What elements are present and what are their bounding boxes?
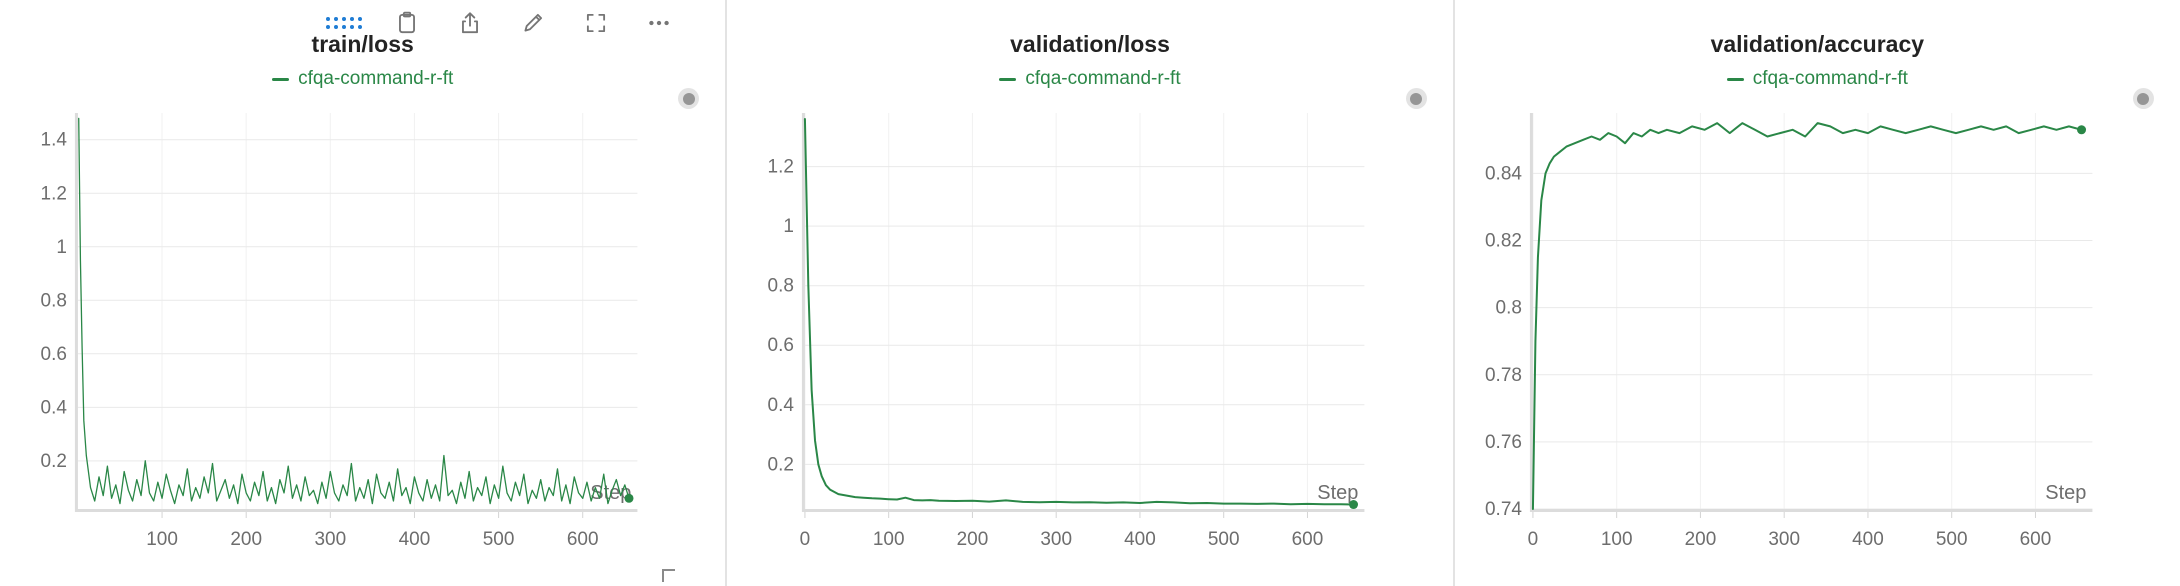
- validation-loss-chart[interactable]: 0.2 0.4 0.6 0.8 1 1.2 0 100 200 300 400 500 600 Step: [727, 97, 1452, 577]
- y-tick-label: 1.2: [768, 157, 794, 178]
- y-tick-label: 0.84: [1485, 163, 1522, 184]
- x-tick-label: 300: [1768, 529, 1800, 550]
- y-axis-line: [74, 113, 78, 509]
- y-axis-line: [802, 113, 806, 509]
- x-tick-label: 500: [483, 529, 515, 550]
- x-tick-label: 100: [873, 529, 905, 550]
- y-tick-label: 0.8: [41, 290, 67, 311]
- x-tick-label: 300: [314, 529, 346, 550]
- y-tick-label: 0.76: [1485, 432, 1522, 453]
- x-axis-line: [74, 509, 638, 512]
- legend-line-swatch: [999, 77, 1017, 81]
- y-tick-label: 1.2: [41, 183, 67, 204]
- x-tick-label: 200: [957, 529, 989, 550]
- run-marker-icon[interactable]: [2132, 88, 2154, 109]
- edit-pencil-icon[interactable]: [519, 10, 546, 37]
- train-loss-chart[interactable]: 0.2 0.4 0.6 0.8 1 1.2 1.4 100 200 300 400 500 600 Ste…: [0, 97, 725, 577]
- panel-train-loss: train/loss cfqa-command-r-ft 0.2 0.4 0.6 0.…: [0, 0, 726, 586]
- y-tick-label: 0.6: [768, 335, 794, 356]
- y-tick-label: 0.6: [41, 344, 67, 365]
- run-name-label[interactable]: cfqa-command-r-ft: [1025, 68, 1181, 89]
- validation-accuracy-chart[interactable]: 0.74 0.76 0.78 0.8 0.82 0.84 0 100 200 300 400 500 6…: [1455, 97, 2180, 577]
- y-tick-label: 0.8: [768, 276, 794, 297]
- y-tick-label: 1: [56, 237, 67, 258]
- x-tick-label: 500: [1936, 529, 1968, 550]
- x-tick-label: 400: [1124, 529, 1156, 550]
- x-tick-label: 600: [2019, 529, 2051, 550]
- x-tick-label: 100: [1601, 529, 1633, 550]
- y-tick-label: 1: [784, 216, 795, 237]
- x-tick-label: 200: [1684, 529, 1716, 550]
- chart-title: validation/accuracy: [1710, 31, 1925, 57]
- run-name-label[interactable]: cfqa-command-r-ft: [298, 68, 454, 89]
- x-tick-label: 100: [146, 529, 178, 550]
- y-tick-label: 0.4: [41, 397, 67, 418]
- x-axis-line: [1529, 509, 2093, 512]
- x-tick-label: 200: [230, 529, 262, 550]
- x-tick-label: 400: [399, 529, 431, 550]
- legend: cfqa-command-r-ft: [0, 67, 725, 91]
- x-axis-caption: Step: [1318, 482, 1359, 504]
- x-tick-label: 300: [1041, 529, 1073, 550]
- y-tick-label: 0.82: [1485, 231, 1522, 252]
- panel-resize-handle-icon[interactable]: [662, 569, 676, 582]
- more-options-icon[interactable]: [645, 10, 672, 37]
- legend-line-swatch: [272, 77, 290, 81]
- panel-toolbar: [325, 8, 672, 38]
- legend: cfqa-command-r-ft: [1455, 67, 2180, 91]
- run-marker-icon[interactable]: [678, 88, 700, 109]
- clipboard-icon[interactable]: [393, 10, 420, 37]
- chart-title: validation/loss: [1010, 31, 1170, 57]
- x-axis-caption: Step: [2045, 482, 2086, 504]
- y-tick-label: 0.8: [1495, 298, 1521, 319]
- legend-line-swatch: [1726, 77, 1744, 81]
- y-tick-label: 0.78: [1485, 365, 1522, 386]
- y-tick-label: 0.2: [41, 451, 67, 472]
- x-tick-label: 600: [567, 529, 599, 550]
- series-end-dot: [1349, 500, 1359, 510]
- run-name-label[interactable]: cfqa-command-r-ft: [1752, 68, 1908, 89]
- run-marker-icon[interactable]: [1405, 88, 1427, 109]
- x-axis-line: [802, 509, 1365, 512]
- y-axis-line: [1529, 113, 1533, 509]
- panel-validation-loss: validation/loss cfqa-command-r-ft 0.2 0.4…: [725, 0, 1455, 586]
- drag-grid-icon[interactable]: [325, 10, 362, 37]
- x-tick-label: 400: [1852, 529, 1884, 550]
- series-line: [78, 117, 630, 505]
- export-icon[interactable]: [456, 10, 483, 37]
- panel-validation-accuracy: validation/accuracy cfqa-command-r-ft 0.…: [1454, 0, 2180, 586]
- series-line: [804, 118, 1355, 506]
- fullscreen-icon[interactable]: [582, 10, 609, 37]
- x-tick-label: 0: [800, 529, 811, 550]
- series-end-dot: [2076, 125, 2086, 135]
- y-tick-label: 0.4: [768, 395, 794, 416]
- x-tick-label: 500: [1208, 529, 1240, 550]
- y-tick-label: 0.74: [1485, 499, 1522, 520]
- y-tick-label: 0.2: [768, 454, 794, 475]
- chart-title: train/loss: [311, 31, 414, 57]
- series-end-dot: [624, 493, 634, 503]
- series-line: [1531, 122, 2083, 510]
- y-tick-label: 1.4: [41, 130, 67, 151]
- legend: cfqa-command-r-ft: [727, 67, 1452, 91]
- x-tick-label: 600: [1292, 529, 1324, 550]
- x-tick-label: 0: [1527, 529, 1538, 550]
